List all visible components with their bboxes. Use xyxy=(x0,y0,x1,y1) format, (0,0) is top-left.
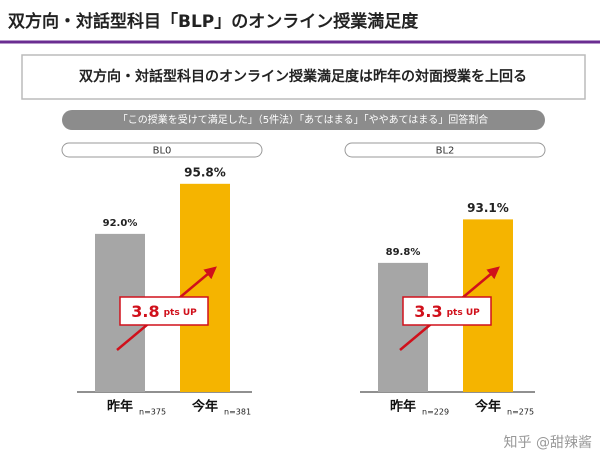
bar xyxy=(180,183,230,392)
annotation-box xyxy=(119,296,209,326)
sample-size: n=381 xyxy=(224,408,251,417)
sample-size: n=275 xyxy=(507,408,534,417)
category-label: 昨年 xyxy=(390,399,416,415)
watermark: 知乎 @甜辣酱 xyxy=(504,434,592,451)
subtitle: 双方向・対話型科目のオンライン授業満足度は昨年の対面授業を上回る xyxy=(79,68,527,85)
panel-label-box xyxy=(61,142,263,158)
category-label: 今年 xyxy=(191,399,218,415)
annotation-number: 3.3 xyxy=(414,302,442,321)
category-label: 今年 xyxy=(474,399,501,415)
value-label: 95.8% xyxy=(184,165,226,179)
value-label: 89.8% xyxy=(386,247,421,258)
category-label: 昨年 xyxy=(107,399,133,415)
subtitle-box xyxy=(21,54,586,100)
annotation-unit: pts UP xyxy=(447,308,481,318)
panel-label-box xyxy=(344,142,546,158)
slide-title: 双方向・対話型科目「BLP」のオンライン授業満足度 xyxy=(8,11,419,32)
annotation-number: 3.8 xyxy=(131,302,159,321)
sample-size: n=375 xyxy=(139,408,166,417)
annotation: 3.8 pts UP xyxy=(131,302,197,321)
bar xyxy=(378,262,428,392)
value-label: 93.1% xyxy=(467,201,509,215)
caption-bar xyxy=(62,110,545,130)
caption: 「この授業を受けて満足した」（5件法）「あてはまる」「ややあてはまる」回答割合 xyxy=(118,113,489,126)
annotation-box xyxy=(402,296,492,326)
value-label: 92.0% xyxy=(103,218,138,229)
annotation: 3.3 pts UP xyxy=(414,302,480,321)
sample-size: n=229 xyxy=(422,408,449,417)
panel-label: BL2 xyxy=(436,146,455,157)
annotation-unit: pts UP xyxy=(164,308,198,318)
panel-label: BL0 xyxy=(153,146,172,157)
